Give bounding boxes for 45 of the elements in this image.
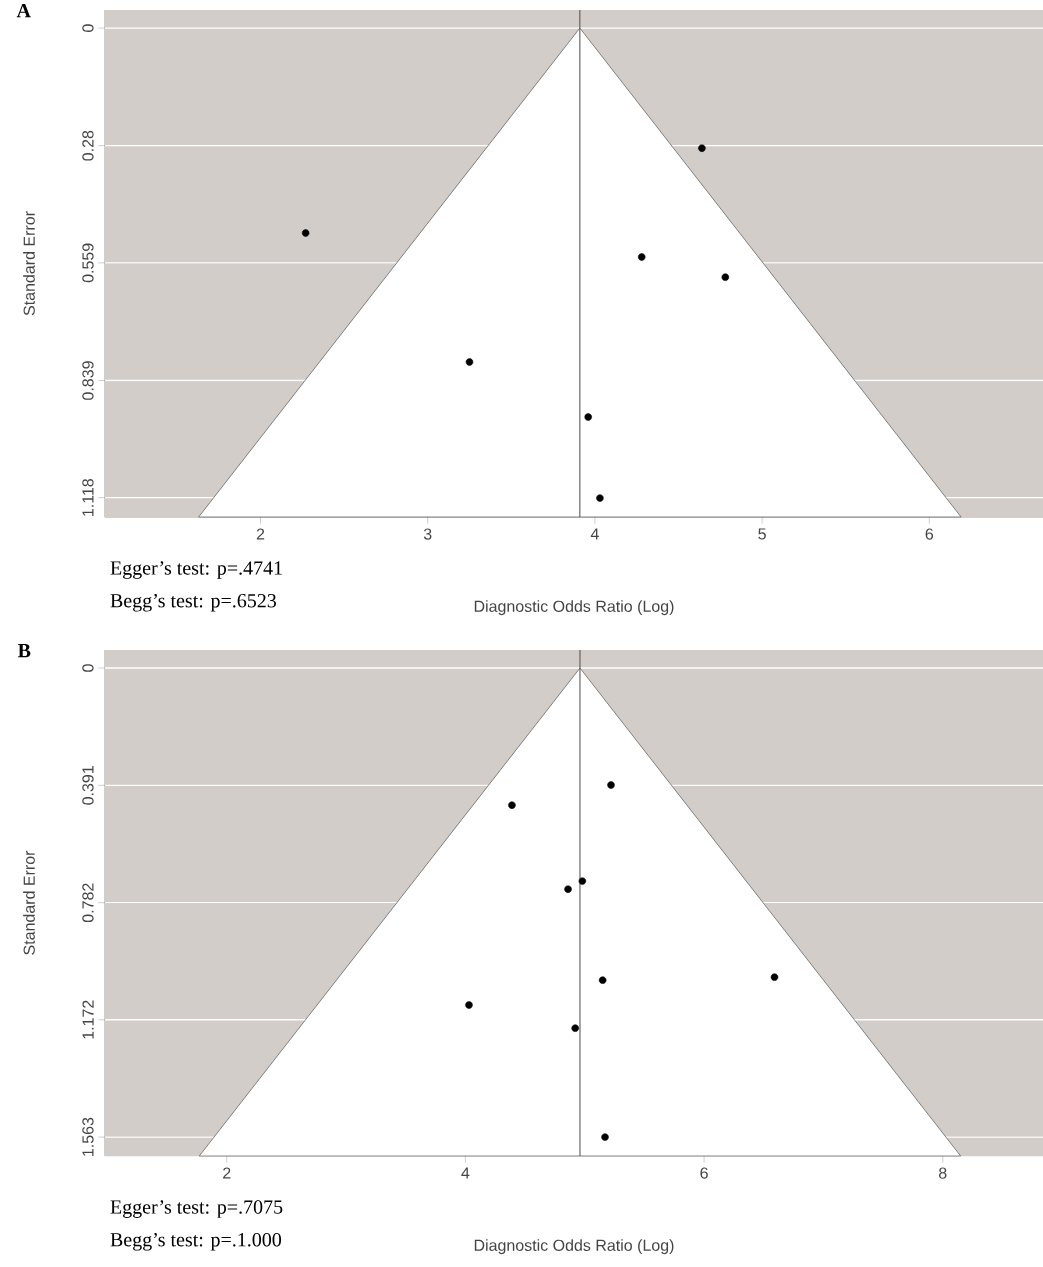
y-tick-label: 0.391 xyxy=(82,766,94,805)
text: Egger’s test: p=.7075 xyxy=(110,1200,283,1218)
x-tick-label: 2 xyxy=(256,528,265,540)
text: Begg’s test: p=.1.000 xyxy=(110,1232,282,1251)
y-tick-label: 1.563 xyxy=(82,1117,94,1156)
text: Egger’s test: p=.4741 xyxy=(110,561,282,579)
y-tick-label: 0 xyxy=(82,664,94,672)
x-axis-title: Diagnostic Odds Ratio (Log) xyxy=(474,1239,674,1255)
x-tick-label: 4 xyxy=(461,1167,470,1179)
y-tick-label: 0.839 xyxy=(82,361,94,400)
y-tick-label: 0.782 xyxy=(82,883,94,923)
point xyxy=(301,229,310,237)
point xyxy=(584,413,592,421)
point xyxy=(465,358,474,366)
point xyxy=(601,1133,609,1141)
x-tick-label: 2 xyxy=(223,1167,231,1179)
y-axis-title: Standard Error xyxy=(23,850,35,955)
y-tick-label: 1.118 xyxy=(82,478,94,516)
point xyxy=(578,877,587,885)
point xyxy=(508,801,516,809)
point xyxy=(721,273,730,281)
y-axis-title: Standard Error xyxy=(23,211,35,316)
point xyxy=(607,781,615,789)
point xyxy=(770,973,779,981)
y-tick-label: 0 xyxy=(82,24,94,32)
x-tick-label: 6 xyxy=(700,1167,708,1179)
chart-title: A xyxy=(16,4,31,18)
x-tick-label: 3 xyxy=(423,528,432,540)
point xyxy=(571,1024,579,1032)
x-tick-label: 8 xyxy=(939,1167,947,1179)
point xyxy=(596,494,604,502)
x-tick-label: 6 xyxy=(925,528,934,540)
x-tick-label: 4 xyxy=(590,528,599,540)
x-axis-title: Diagnostic Odds Ratio (Log) xyxy=(474,600,674,616)
chart-title: B xyxy=(17,644,31,658)
point xyxy=(598,976,607,984)
point xyxy=(698,144,706,152)
point xyxy=(465,1001,473,1009)
y-tick-label: 0.28 xyxy=(82,130,94,161)
text: Begg’s test: p=.6523 xyxy=(110,593,277,612)
y-tick-label: 0.559 xyxy=(82,243,94,283)
point xyxy=(637,253,646,261)
point xyxy=(564,885,572,893)
y-tick-label: 1.172 xyxy=(82,1000,94,1039)
x-tick-label: 5 xyxy=(758,528,766,540)
